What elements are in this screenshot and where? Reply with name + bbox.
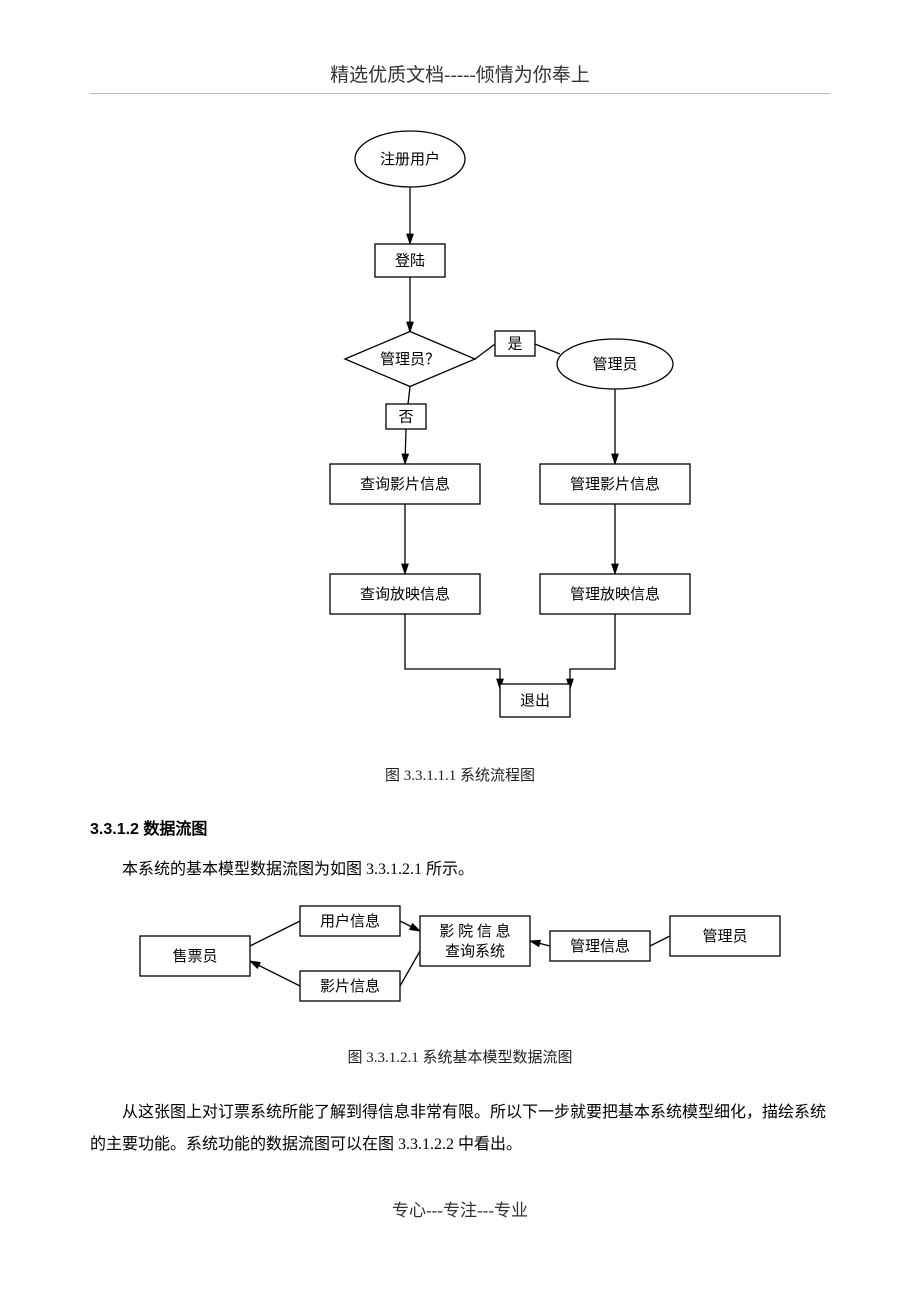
svg-text:是: 是	[507, 337, 522, 353]
page-header: 精选优质文档-----倾情为你奉上	[90, 60, 830, 94]
svg-text:注册用户: 注册用户	[380, 151, 440, 168]
svg-text:管理员: 管理员	[702, 928, 747, 945]
intro-paragraph: 本系统的基本模型数据流图为如图 3.3.1.2.1 所示。	[90, 854, 830, 886]
system-flowchart: 注册用户登陆管理员？ 是否 管理员查询影片信息 管理影片信息查询放映信息 管理放映信息退…	[150, 114, 770, 734]
dfd-caption: 图 3.3.1.2.1 系统基本模型数据流图	[90, 1046, 830, 1067]
svg-text:售票员: 售票员	[172, 948, 217, 965]
svg-text:用户信息: 用户信息	[320, 913, 380, 930]
svg-text:查询影片信息: 查询影片信息	[360, 476, 450, 493]
svg-text:影 院 信 息: 影 院 信 息	[439, 922, 510, 940]
page-footer: 专心---专注---专业	[90, 1196, 830, 1221]
svg-text:管理员: 管理员	[592, 356, 637, 373]
svg-text:查询系统: 查询系统	[445, 943, 505, 960]
body-paragraph: 从这张图上对订票系统所能了解到得信息非常有限。所以下一步就要把基本系统模型细化，…	[90, 1097, 830, 1161]
svg-text:否: 否	[398, 410, 413, 426]
flowchart-caption: 图 3.3.1.1.1 系统流程图	[90, 764, 830, 785]
svg-text:查询放映信息: 查询放映信息	[360, 586, 450, 603]
section-heading: 3.3.1.2 数据流图	[90, 815, 830, 839]
document-page: 精选优质文档-----倾情为你奉上 注册用户登陆管理员？是否管理员查询影片信息管…	[0, 0, 920, 1261]
data-flow-diagram: 售票员 用户信息影 院 信 息查询系统 管理信息 管理员影片信息	[130, 896, 790, 1016]
svg-text:登陆: 登陆	[395, 253, 425, 270]
svg-text:管理员？: 管理员？	[380, 351, 440, 368]
svg-text:管理影片信息: 管理影片信息	[570, 476, 660, 493]
flowchart-container: 注册用户登陆管理员？ 是否 管理员查询影片信息 管理影片信息查询放映信息 管理放映信息退…	[90, 114, 830, 739]
svg-text:管理信息: 管理信息	[570, 938, 630, 955]
svg-text:管理放映信息: 管理放映信息	[570, 586, 660, 603]
svg-text:影片信息: 影片信息	[320, 978, 380, 995]
svg-text:退出: 退出	[520, 693, 550, 710]
dfd-container: 售票员 用户信息影 院 信 息查询系统 管理信息 管理员影片信息	[90, 896, 830, 1021]
